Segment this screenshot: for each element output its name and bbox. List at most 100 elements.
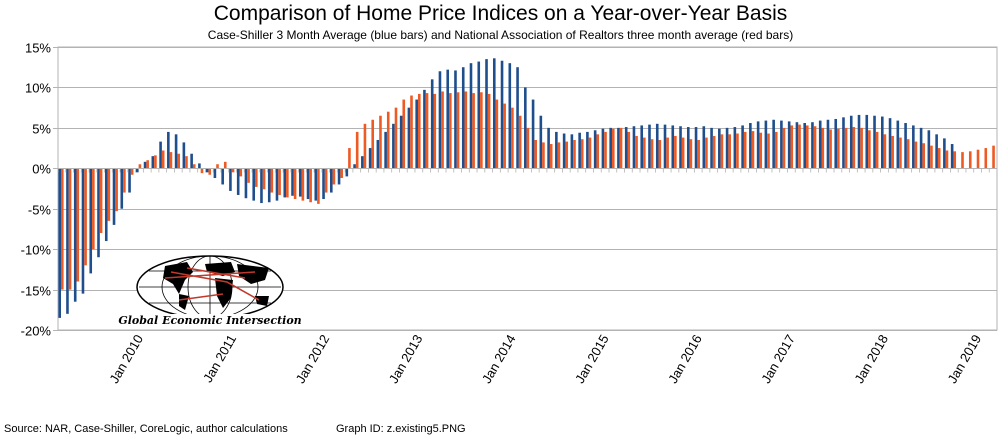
- case-shiller-bar: [780, 120, 783, 169]
- nar-bar: [371, 119, 375, 169]
- chart-subtitle: Case-Shiller 3 Month Average (blue bars)…: [207, 28, 794, 42]
- nar-bar: [255, 168, 258, 187]
- case-shiller-bar: [330, 168, 333, 193]
- nar-bar: [449, 93, 452, 169]
- case-shiller-bar: [205, 168, 209, 173]
- nar-bar: [534, 139, 537, 169]
- continent-americas: [163, 262, 193, 294]
- nar-bar: [441, 91, 444, 169]
- nar-bar: [712, 135, 716, 169]
- nar-bar: [363, 123, 367, 169]
- nar-bar: [666, 137, 669, 169]
- case-shiller-bar: [438, 71, 442, 169]
- footer-source: Source: NAR, Case-Shiller, CoreLogic, au…: [4, 423, 288, 435]
- nar-bar: [216, 164, 219, 169]
- nar-bar: [286, 168, 289, 198]
- case-shiller-bar: [136, 168, 139, 173]
- nar-bar: [355, 131, 359, 169]
- nar-bar: [185, 156, 188, 169]
- case-shiller-bar: [492, 58, 496, 169]
- nar-bar: [99, 168, 103, 233]
- case-shiller-bar: [873, 115, 876, 169]
- nar-bar: [922, 143, 925, 169]
- case-shiller-bar: [516, 67, 519, 169]
- case-shiller-bar: [159, 141, 162, 169]
- nar-bar: [992, 145, 995, 169]
- route-lines: [164, 267, 260, 301]
- case-shiller-bar: [461, 67, 465, 169]
- case-shiller-bar: [260, 168, 263, 204]
- nar-bar: [464, 91, 468, 169]
- case-shiller-bar: [733, 127, 737, 169]
- nar-bar: [635, 135, 638, 169]
- case-shiller-bar: [112, 168, 116, 225]
- x-tick-label: Jan 2013: [386, 332, 426, 386]
- case-shiller-bar: [818, 120, 822, 169]
- nar-bar: [930, 145, 933, 169]
- nar-bar: [495, 99, 499, 169]
- nar-bar: [751, 131, 755, 169]
- nar-bar: [123, 168, 126, 193]
- nar-bar: [472, 93, 475, 169]
- nar-bar: [92, 168, 95, 250]
- case-shiller-bar: [73, 168, 77, 302]
- x-tick-label: Jan 2015: [572, 332, 612, 386]
- nar-bar: [542, 142, 545, 169]
- case-shiller-bar: [120, 168, 124, 209]
- nar-bar: [231, 168, 235, 173]
- nar-bar: [278, 168, 281, 195]
- case-shiller-bar: [655, 123, 659, 169]
- nar-bar: [324, 168, 328, 193]
- case-shiller-bar: [919, 127, 923, 169]
- footer-graph-id: Graph ID: z.existing5.PNG: [336, 423, 466, 435]
- nar-bar: [976, 149, 980, 169]
- nar-bar: [456, 92, 460, 169]
- case-shiller-bar: [896, 120, 900, 169]
- case-shiller-bar: [361, 156, 364, 169]
- case-shiller-bar: [881, 116, 884, 169]
- continent-south-america: [179, 294, 189, 310]
- x-tick-label: Jan 2016: [665, 332, 705, 386]
- nar-bar: [588, 137, 592, 169]
- x-tick-label: Jan 2012: [293, 332, 333, 386]
- nar-bar: [697, 139, 700, 169]
- nar-bar: [875, 131, 879, 169]
- nar-bar: [138, 164, 142, 169]
- case-shiller-bar: [857, 114, 861, 169]
- case-shiller-bar: [368, 148, 372, 169]
- nar-bar: [480, 92, 483, 169]
- case-shiller-bar: [950, 144, 954, 169]
- case-shiller-bar: [275, 168, 279, 201]
- nar-bar: [208, 168, 212, 175]
- case-shiller-bar: [167, 131, 170, 169]
- case-shiller-bar: [555, 131, 558, 169]
- case-shiller-bar: [601, 128, 605, 169]
- case-shiller-bar: [671, 125, 675, 169]
- nar-bar: [805, 125, 809, 169]
- nar-bar: [945, 150, 949, 169]
- case-shiller-bar: [686, 127, 690, 169]
- nar-bar: [417, 93, 421, 169]
- nar-bar: [379, 115, 382, 169]
- case-shiller-bar: [710, 127, 713, 169]
- case-shiller-bar: [174, 134, 178, 169]
- case-shiller-bar: [539, 115, 543, 169]
- nar-bar: [425, 93, 429, 169]
- logo-text-background: [135, 314, 285, 326]
- case-shiller-bar: [617, 127, 620, 169]
- logo-text: Global Economic Intersection: [118, 314, 301, 327]
- nar-bar: [200, 168, 204, 174]
- case-shiller-bar: [787, 121, 791, 169]
- nar-bar: [565, 141, 569, 169]
- nar-bar: [309, 168, 312, 203]
- nar-bar: [262, 168, 266, 190]
- case-shiller-bar: [849, 115, 853, 169]
- case-shiller-bar: [151, 156, 155, 169]
- y-tick-label: -5%: [28, 203, 52, 218]
- case-shiller-bar: [500, 60, 504, 169]
- nar-bar: [891, 135, 894, 169]
- nar-bar: [821, 127, 825, 169]
- nar-bar: [968, 151, 972, 169]
- continent-asia: [237, 264, 269, 284]
